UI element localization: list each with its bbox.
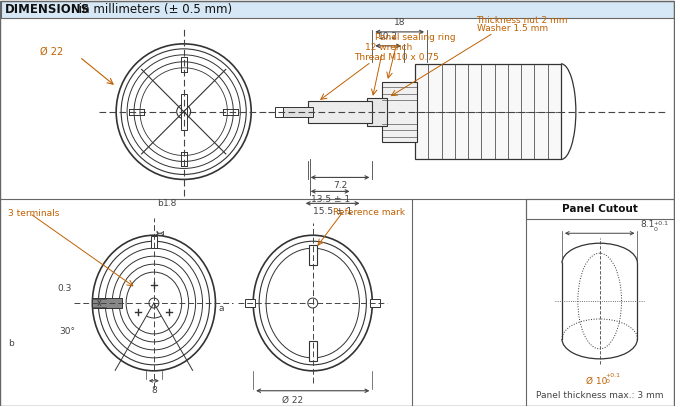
Text: Ø 10: Ø 10 bbox=[585, 377, 607, 386]
Text: 7.2: 7.2 bbox=[333, 182, 347, 190]
Text: 0: 0 bbox=[606, 379, 609, 384]
Text: Thickness nut 2 mm: Thickness nut 2 mm bbox=[477, 16, 568, 25]
Bar bbox=[1, 1, 674, 18]
Text: Ø 22: Ø 22 bbox=[282, 396, 303, 405]
Bar bbox=[151, 236, 157, 248]
Text: +0.1: +0.1 bbox=[606, 373, 621, 378]
Text: 0: 0 bbox=[653, 227, 657, 232]
Text: a: a bbox=[218, 304, 224, 313]
Text: 13.5 ± 1: 13.5 ± 1 bbox=[311, 195, 350, 204]
Text: Ø 22: Ø 22 bbox=[39, 47, 63, 57]
Bar bbox=[283, 107, 313, 117]
Text: 3 terminals: 3 terminals bbox=[8, 209, 59, 218]
Text: 1.8: 1.8 bbox=[163, 199, 177, 208]
Text: 10.2: 10.2 bbox=[378, 32, 398, 41]
Text: b: b bbox=[157, 199, 163, 208]
Bar bbox=[309, 245, 317, 265]
Bar bbox=[371, 299, 380, 307]
Bar bbox=[367, 98, 387, 126]
Text: 18: 18 bbox=[394, 18, 405, 27]
Text: 8: 8 bbox=[151, 386, 157, 395]
Text: in millimeters (± 0.5 mm): in millimeters (± 0.5 mm) bbox=[75, 3, 233, 16]
Text: Panel sealing ring: Panel sealing ring bbox=[375, 33, 456, 42]
Text: 30°: 30° bbox=[60, 327, 75, 336]
Bar bbox=[309, 341, 317, 361]
Bar bbox=[245, 299, 255, 307]
Text: Washer 1.5 mm: Washer 1.5 mm bbox=[477, 24, 547, 33]
Bar bbox=[275, 107, 283, 117]
Text: 15.5 ± 1: 15.5 ± 1 bbox=[313, 207, 352, 217]
Text: b: b bbox=[8, 339, 14, 348]
Text: Thread M10 x 0.75: Thread M10 x 0.75 bbox=[354, 53, 439, 62]
Text: Panel Cutout: Panel Cutout bbox=[562, 204, 638, 214]
Text: 8.1: 8.1 bbox=[641, 220, 655, 229]
Text: 0.3: 0.3 bbox=[57, 284, 71, 293]
Bar bbox=[92, 298, 122, 308]
Text: DIMENSIONS: DIMENSIONS bbox=[5, 3, 90, 16]
Bar bbox=[181, 94, 186, 129]
Bar bbox=[415, 64, 561, 160]
Bar bbox=[526, 199, 674, 219]
Text: Reference mark: Reference mark bbox=[333, 208, 405, 217]
Text: 12 wrench: 12 wrench bbox=[365, 43, 413, 52]
Text: Panel thickness max.: 3 mm: Panel thickness max.: 3 mm bbox=[536, 391, 664, 400]
Bar bbox=[308, 101, 373, 123]
Text: +0.1: +0.1 bbox=[653, 221, 668, 226]
Bar bbox=[382, 82, 417, 142]
